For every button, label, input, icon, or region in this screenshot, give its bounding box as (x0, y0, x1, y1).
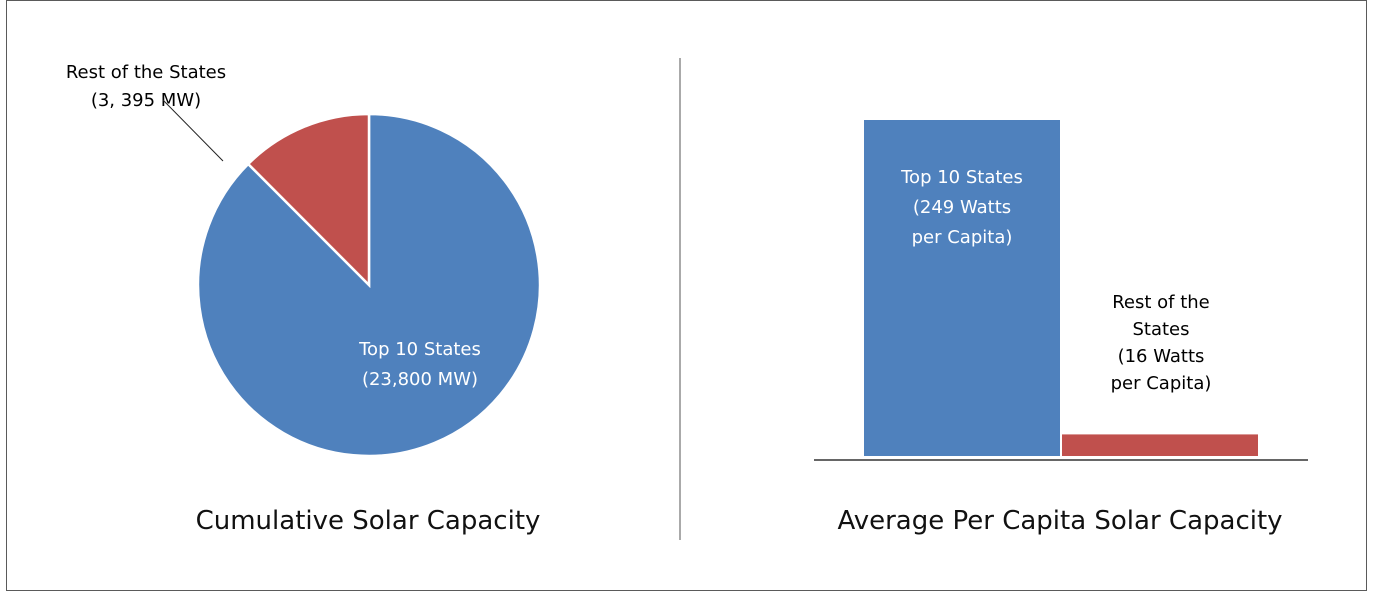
pie-chart: Top 10 States (23,800 MW) Rest of the Stat… (66, 62, 542, 458)
pie-label-top-10-states-line: (23,800 MW) (362, 369, 478, 390)
pie-label-rest-of-states-line: Rest of the States (66, 62, 226, 83)
pie-leader-line (162, 99, 224, 162)
bar-label-rest-of-states-line: States (1132, 319, 1189, 340)
pie-label-rest-of-states-line: (3, 395 MW) (91, 90, 201, 111)
pie-label-rest-of-states: Rest of the States (3, 395 MW) (66, 62, 226, 111)
bar-label-top-10-states-line: (249 Watts (913, 197, 1011, 218)
bar-rest-of-states (1062, 434, 1258, 456)
bar-label-rest-of-states: Rest of the States (16 Watts per Capita) (1111, 292, 1212, 394)
pie-label-top-10-states-line: Top 10 States (358, 339, 481, 360)
bar-label-rest-of-states-line: (16 Watts (1118, 346, 1205, 367)
bar-label-rest-of-states-line: per Capita) (1111, 373, 1212, 394)
bar-label-top-10-states: Top 10 States (249 Watts per Capita) (900, 167, 1023, 248)
bar-label-top-10-states-line: Top 10 States (900, 167, 1023, 188)
bar-top-10-states (864, 120, 1060, 456)
bar-label-top-10-states-line: per Capita) (912, 227, 1013, 248)
pie-chart-title: Cumulative Solar Capacity (196, 506, 541, 536)
pie-label-top-10-states: Top 10 States (23,800 MW) (358, 339, 481, 390)
bar-chart: Top 10 States (249 Watts per Capita)Rest o… (864, 120, 1258, 456)
pie-slice-rest-of-states (246, 112, 371, 289)
bar-chart-title: Average Per Capita Solar Capacity (837, 506, 1282, 536)
bar-label-rest-of-states-line: Rest of the (1112, 292, 1210, 313)
